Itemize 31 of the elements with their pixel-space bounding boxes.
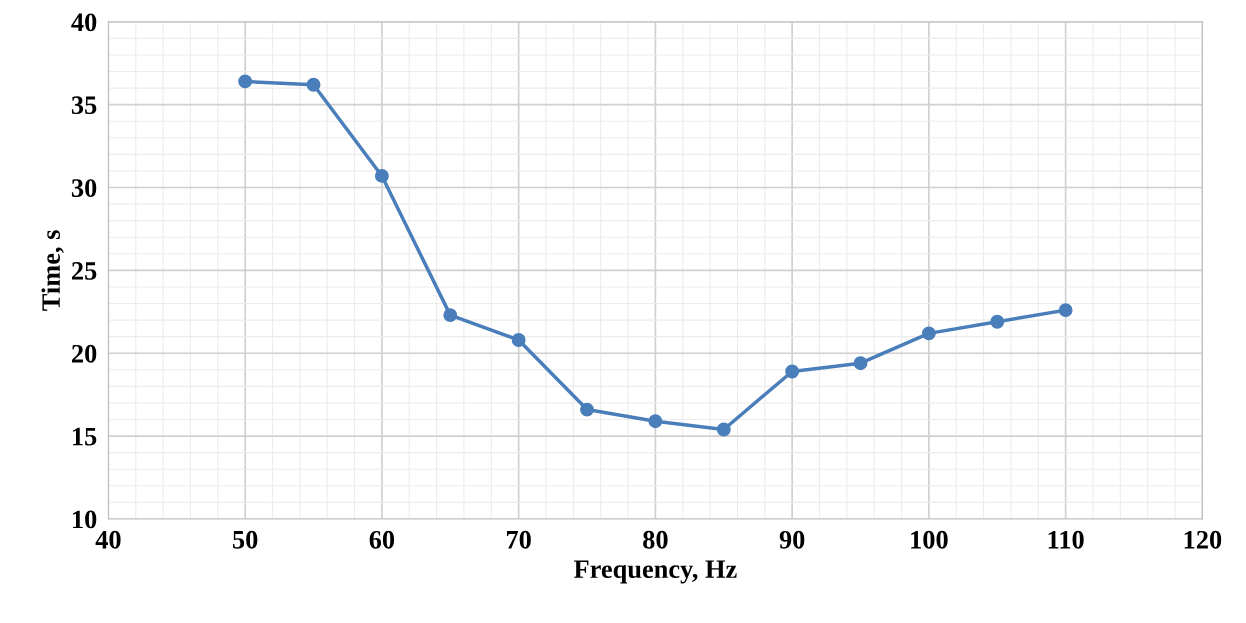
- point: [716, 422, 731, 437]
- point: [648, 414, 663, 429]
- point: [306, 77, 321, 92]
- x-tick-label: 120: [1184, 530, 1222, 549]
- y-tick-label: 30: [71, 179, 97, 197]
- point: [853, 356, 868, 371]
- point: [921, 326, 936, 341]
- x-tick-label: 60: [369, 530, 395, 549]
- x-tick-label: 80: [643, 530, 668, 549]
- y-tick-label: 40: [71, 13, 97, 32]
- x-tick-label: 40: [95, 530, 121, 549]
- y-tick-label: 20: [72, 344, 97, 363]
- point: [238, 74, 253, 89]
- point: [1058, 303, 1073, 318]
- x-tick-label: 70: [506, 530, 531, 549]
- point: [443, 308, 458, 323]
- y-axis-title: Time, s: [41, 230, 64, 311]
- y-tick-label: 10: [73, 510, 97, 529]
- point: [580, 402, 594, 417]
- x-axis-title: Frequency, Hz: [573, 560, 737, 584]
- y-tick-label: 15: [73, 427, 97, 446]
- x-tick-label: 110: [1048, 530, 1084, 549]
- point: [374, 168, 389, 183]
- point: [785, 364, 800, 379]
- point: [990, 314, 1005, 329]
- x-tick-label: 50: [233, 530, 258, 549]
- x-tick-label: 90: [779, 530, 805, 549]
- y-tick-label: 35: [71, 96, 97, 115]
- x-tick-label: 100: [911, 530, 948, 549]
- y-tick-label: 25: [72, 262, 97, 280]
- point: [511, 333, 526, 347]
